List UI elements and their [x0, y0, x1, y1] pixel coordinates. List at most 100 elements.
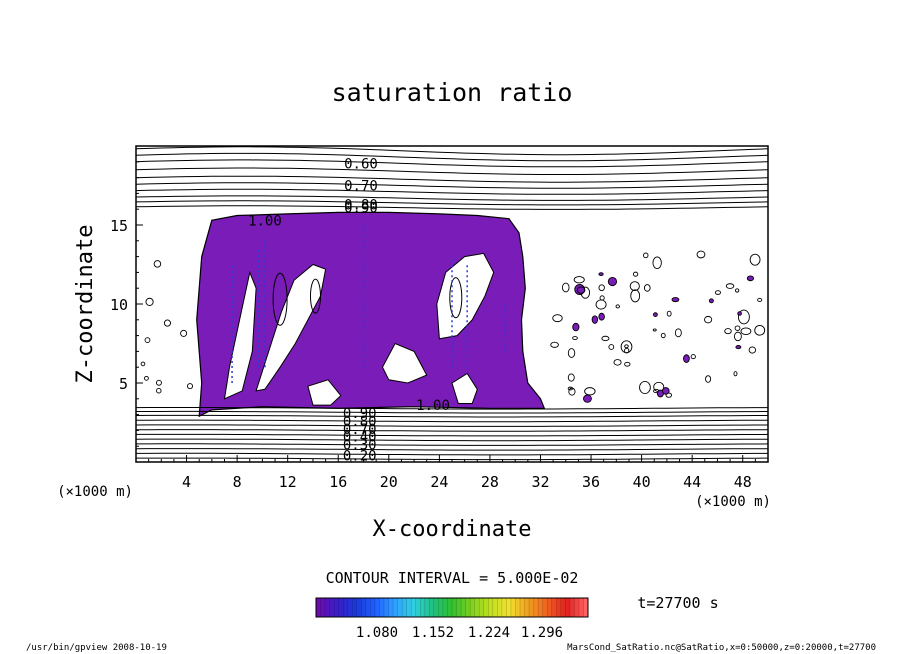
- colorbar-cell: [316, 598, 322, 617]
- y-unit-label: (×1000 m): [57, 484, 133, 500]
- colorbar-cell: [533, 598, 539, 617]
- colorbar-cell: [474, 598, 480, 617]
- small-contour: [735, 288, 740, 293]
- small-contour: [186, 383, 194, 390]
- small-contour: [567, 373, 575, 382]
- colorbar-cell: [343, 598, 349, 617]
- colorbar-frame: [315, 597, 589, 618]
- subsaturated-pocket-6: [451, 372, 478, 404]
- small-contour: [725, 283, 735, 289]
- contour-label: 0.60: [344, 156, 378, 172]
- colorbar-cell: [361, 598, 367, 617]
- colorbar-cell: [384, 598, 390, 617]
- small-contour: [737, 309, 750, 325]
- lower-contour-line: [136, 438, 768, 442]
- small-contour: [599, 295, 605, 301]
- colorbar-cell: [520, 598, 526, 617]
- small-contour: [652, 328, 657, 332]
- colorbar-cell: [515, 598, 521, 617]
- x-tick-label: 44: [683, 473, 701, 491]
- lower-contour-line: [136, 410, 768, 414]
- contour-interval-label: CONTOUR INTERVAL = 5.000E-02: [326, 569, 579, 587]
- small-contour: [624, 344, 629, 349]
- colorbar-cell: [452, 598, 458, 617]
- chart-title: saturation ratio: [332, 78, 573, 107]
- subsaturated-pocket-4: [381, 342, 428, 384]
- small-contour: [749, 253, 761, 266]
- inner-contour-left: [272, 272, 288, 326]
- colorbar-cell: [542, 598, 548, 617]
- x-tick-label: 24: [430, 473, 448, 491]
- colorbar-cell: [574, 598, 580, 617]
- lower-contour-line: [136, 452, 768, 456]
- x-tick-label: 16: [329, 473, 347, 491]
- colorbar-cell: [556, 598, 562, 617]
- y-tick-label: 10: [110, 296, 128, 314]
- colorbar-cell: [479, 598, 485, 617]
- colorbar-cell: [370, 598, 376, 617]
- small-contour: [156, 388, 162, 394]
- contour-label: 0.70: [343, 422, 377, 438]
- colorbar-cell: [547, 598, 553, 617]
- colorbar-cell: [402, 598, 408, 617]
- contour-label: 0.20: [343, 449, 377, 465]
- colorbar-cell: [529, 598, 535, 617]
- colorbar-cell: [365, 598, 371, 617]
- small-contour: [572, 322, 580, 332]
- small-contour: [153, 260, 162, 268]
- colorbar-tick-label: 1.296: [521, 625, 563, 641]
- colorbar-tick-label: 1.224: [468, 625, 510, 641]
- small-contour: [613, 359, 622, 366]
- small-contour: [567, 386, 574, 391]
- small-contour: [550, 341, 559, 348]
- small-contour: [643, 252, 649, 259]
- colorbar-cell: [538, 598, 544, 617]
- x-tick-label: 48: [734, 473, 752, 491]
- contour-label: 1.00: [248, 213, 282, 229]
- small-contour: [748, 346, 757, 354]
- x-tick-label: 36: [582, 473, 600, 491]
- colorbar-cell: [456, 598, 462, 617]
- x-axis-label: X-coordinate: [373, 517, 532, 542]
- contour-label: 0.70: [344, 179, 378, 195]
- small-contour: [704, 315, 713, 324]
- small-contour: [145, 297, 154, 306]
- upper-contour-line: [136, 159, 768, 168]
- footer-right: MarsCond_SatRatio.nc@SatRatio,x=0:50000,…: [567, 643, 876, 653]
- colorbar-cell: [560, 598, 566, 617]
- colorbar-cell: [429, 598, 435, 617]
- colorbar-cell: [510, 598, 516, 617]
- small-contour: [144, 337, 151, 344]
- small-contour: [696, 250, 706, 259]
- small-contour: [757, 297, 763, 302]
- contour-label: 0.80: [343, 414, 377, 430]
- inner-contour-mid: [309, 278, 321, 314]
- footer-left: /usr/bin/gpview 2008-10-19: [26, 643, 167, 653]
- contour-label: 0.40: [343, 430, 377, 446]
- small-contour: [737, 311, 742, 316]
- small-contour: [180, 329, 188, 337]
- lower-contour-line: [136, 433, 768, 437]
- x-tick-label: 40: [633, 473, 651, 491]
- x-tick-label: 20: [380, 473, 398, 491]
- colorbar-cell: [415, 598, 421, 617]
- small-contour: [156, 379, 162, 386]
- small-contour: [734, 325, 741, 331]
- colorbar-cell: [488, 598, 494, 617]
- colorbar-cell: [411, 598, 417, 617]
- colorbar-cell: [569, 598, 575, 617]
- small-contour: [683, 354, 690, 363]
- lower-contour-line: [136, 414, 768, 418]
- colorbar-cell: [551, 598, 557, 617]
- colorbar-cell: [352, 598, 358, 617]
- colorbar: 1.080 1.152 1.224 1.296: [315, 597, 589, 641]
- colorbar-cell: [334, 598, 340, 617]
- colorbar-cell: [461, 598, 467, 617]
- small-contour: [608, 344, 615, 350]
- colorbar-cell: [506, 598, 512, 617]
- colorbar-cell: [424, 598, 430, 617]
- small-contour: [754, 324, 766, 336]
- colorbar-cell: [483, 598, 489, 617]
- x-tick-label: 32: [531, 473, 549, 491]
- small-contour: [144, 375, 149, 381]
